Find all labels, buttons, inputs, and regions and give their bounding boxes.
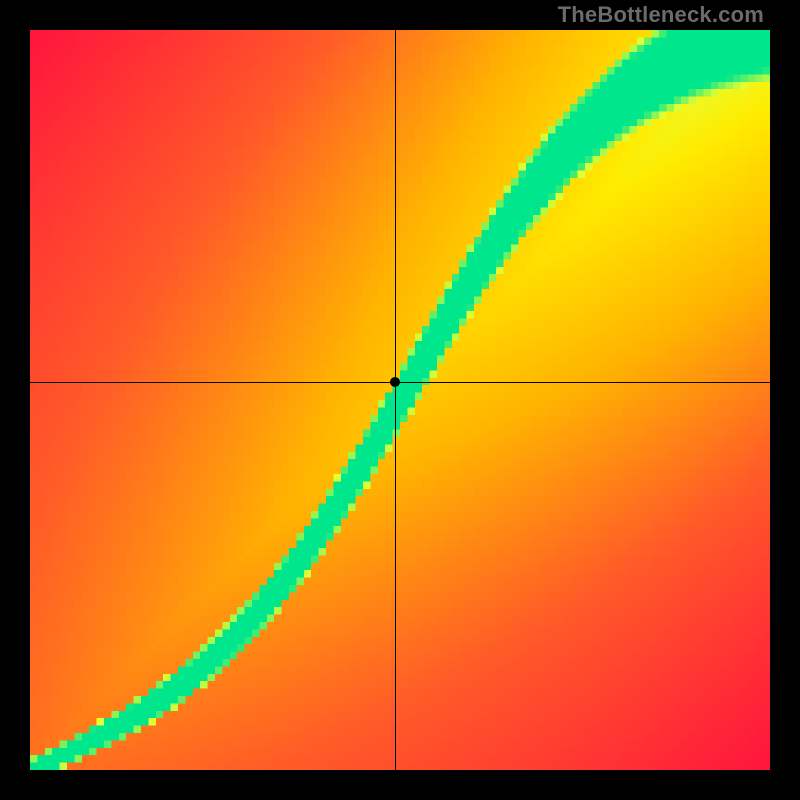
chart-container: TheBottleneck.com: [0, 0, 800, 800]
crosshair-dot: [390, 377, 400, 387]
watermark-text: TheBottleneck.com: [558, 2, 764, 28]
bottleneck-heatmap: [30, 30, 770, 770]
crosshair-horizontal: [30, 382, 770, 383]
crosshair-vertical: [395, 30, 396, 770]
